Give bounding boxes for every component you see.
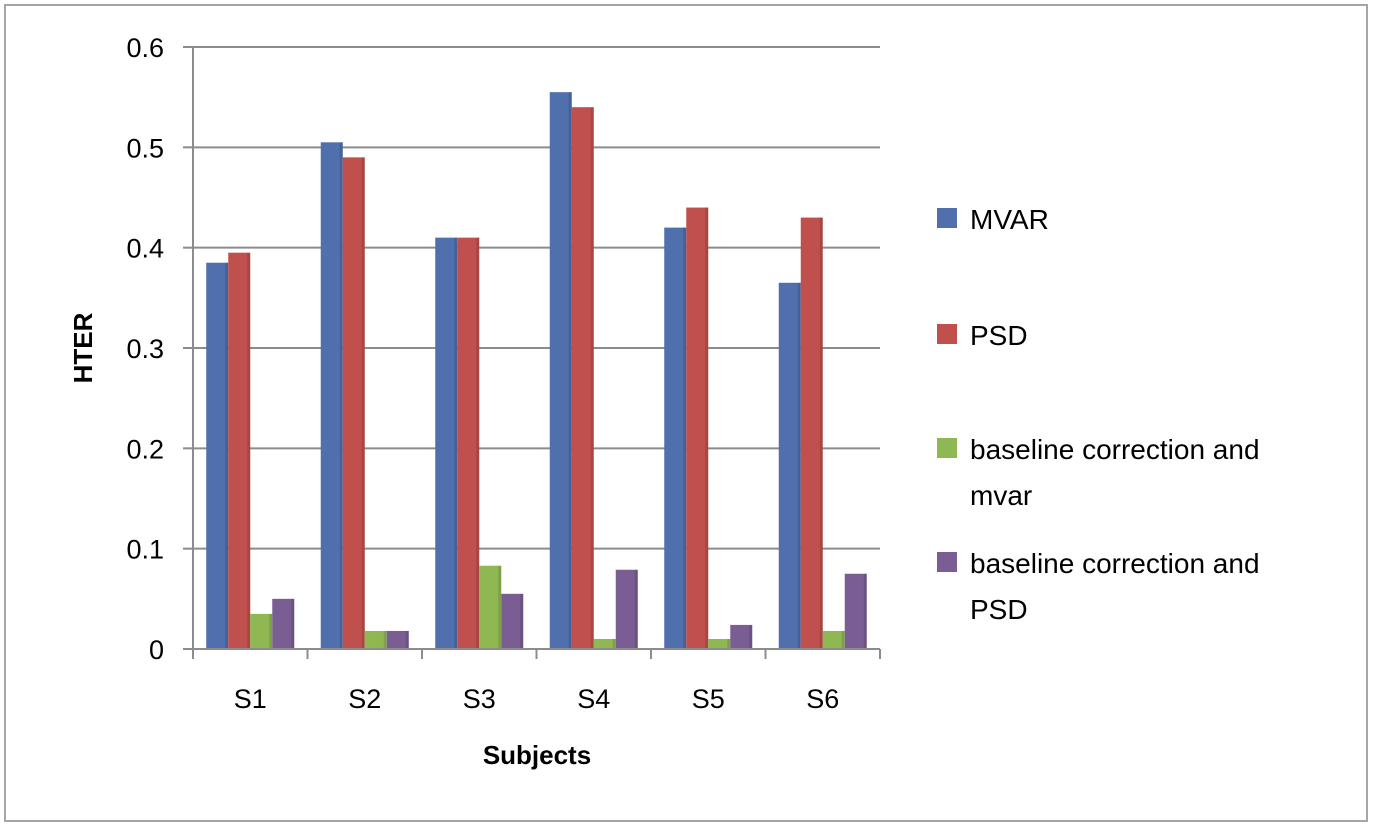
bar-shade: [612, 638, 616, 649]
y-tick-label: 0.1: [126, 535, 164, 565]
bar-s3-series-3: [479, 565, 502, 649]
bar-s4-series-2: [571, 107, 594, 649]
y-tick-label: 0: [149, 635, 164, 665]
bar-shade: [727, 638, 731, 649]
bar-s5-series-3: [708, 638, 731, 649]
bar-shade: [361, 157, 365, 649]
bar-s6-series-3: [822, 630, 845, 649]
x-tick-labels: S1 S2 S3 S4 S5 S6: [234, 684, 840, 714]
bar-shade: [339, 142, 343, 650]
y-tick-label: 0.5: [126, 133, 164, 163]
bar-shade: [634, 569, 638, 649]
x-tick-label: S6: [806, 684, 839, 714]
bar-shade: [819, 217, 823, 650]
bar-s5-series-2: [686, 207, 709, 650]
bar-shade: [590, 107, 594, 649]
x-tick-label: S2: [348, 684, 381, 714]
bar-s2-series-1: [320, 142, 343, 650]
bar-s2-series-4: [386, 630, 409, 649]
bar-shade: [405, 630, 409, 649]
bar-shade: [797, 282, 801, 649]
legend-label: mvar: [970, 480, 1032, 511]
legend-swatch: [937, 552, 957, 572]
bar-s4-series-3: [593, 638, 616, 649]
bar-s1-series-3: [250, 613, 273, 649]
bar-shade: [225, 262, 229, 649]
bars: [206, 92, 867, 650]
bar-shade: [247, 252, 251, 649]
bar-s3-series-1: [435, 237, 458, 649]
bar-s6-series-2: [800, 217, 823, 650]
legend-label: baseline correction and: [970, 548, 1260, 579]
y-axis-title: HTER: [68, 312, 98, 383]
x-axis-title: Subjects: [483, 740, 591, 770]
x-tick-label: S1: [234, 684, 267, 714]
bar-s1-series-2: [228, 252, 251, 649]
legend-swatch: [937, 438, 957, 458]
axes: [183, 46, 881, 659]
bar-s4-series-1: [549, 92, 572, 649]
legend-label: PSD: [970, 320, 1028, 351]
bar-s3-series-4: [501, 593, 524, 649]
legend-label: MVAR: [970, 204, 1049, 235]
legend-swatch: [937, 208, 957, 228]
y-tick-label: 0.4: [126, 234, 164, 264]
bar-s1-series-4: [272, 598, 295, 649]
bar-shade: [454, 237, 458, 649]
bar-s2-series-3: [364, 630, 387, 649]
bar-shade: [269, 613, 273, 649]
gridlines: [193, 46, 880, 550]
bar-s6-series-1: [778, 282, 801, 649]
bar-shade: [291, 598, 295, 649]
legend-label: PSD: [970, 594, 1028, 625]
y-tick-label: 0.3: [126, 334, 164, 364]
x-tick-label: S3: [463, 684, 496, 714]
bar-shade: [683, 227, 687, 649]
bar-shade: [863, 573, 867, 649]
legend-label: baseline correction and: [970, 434, 1260, 465]
bar-s4-series-4: [615, 569, 638, 649]
y-tick-labels: 0 0.1 0.2 0.3 0.4 0.5 0.6: [126, 33, 164, 665]
bar-shade: [841, 630, 845, 649]
bar-s5-series-4: [730, 624, 753, 649]
bar-s6-series-4: [844, 573, 867, 649]
y-tick-label: 0.2: [126, 434, 164, 464]
bar-s5-series-1: [664, 227, 687, 649]
bar-s1-series-1: [206, 262, 229, 649]
bar-shade: [749, 624, 753, 649]
legend-swatch: [937, 324, 957, 344]
y-tick-label: 0.6: [126, 33, 164, 63]
bar-shade: [476, 237, 480, 649]
bar-s3-series-2: [457, 237, 480, 649]
bar-shade: [705, 207, 709, 650]
bar-shade: [383, 630, 387, 649]
legend: MVAR PSD baseline correction and mvar baseli…: [937, 204, 1260, 625]
x-tick-label: S5: [692, 684, 725, 714]
bar-shade: [498, 565, 502, 649]
bar-s2-series-2: [342, 157, 365, 649]
bar-shade: [520, 593, 524, 649]
x-tick-label: S4: [577, 684, 610, 714]
bar-shade: [568, 92, 572, 649]
